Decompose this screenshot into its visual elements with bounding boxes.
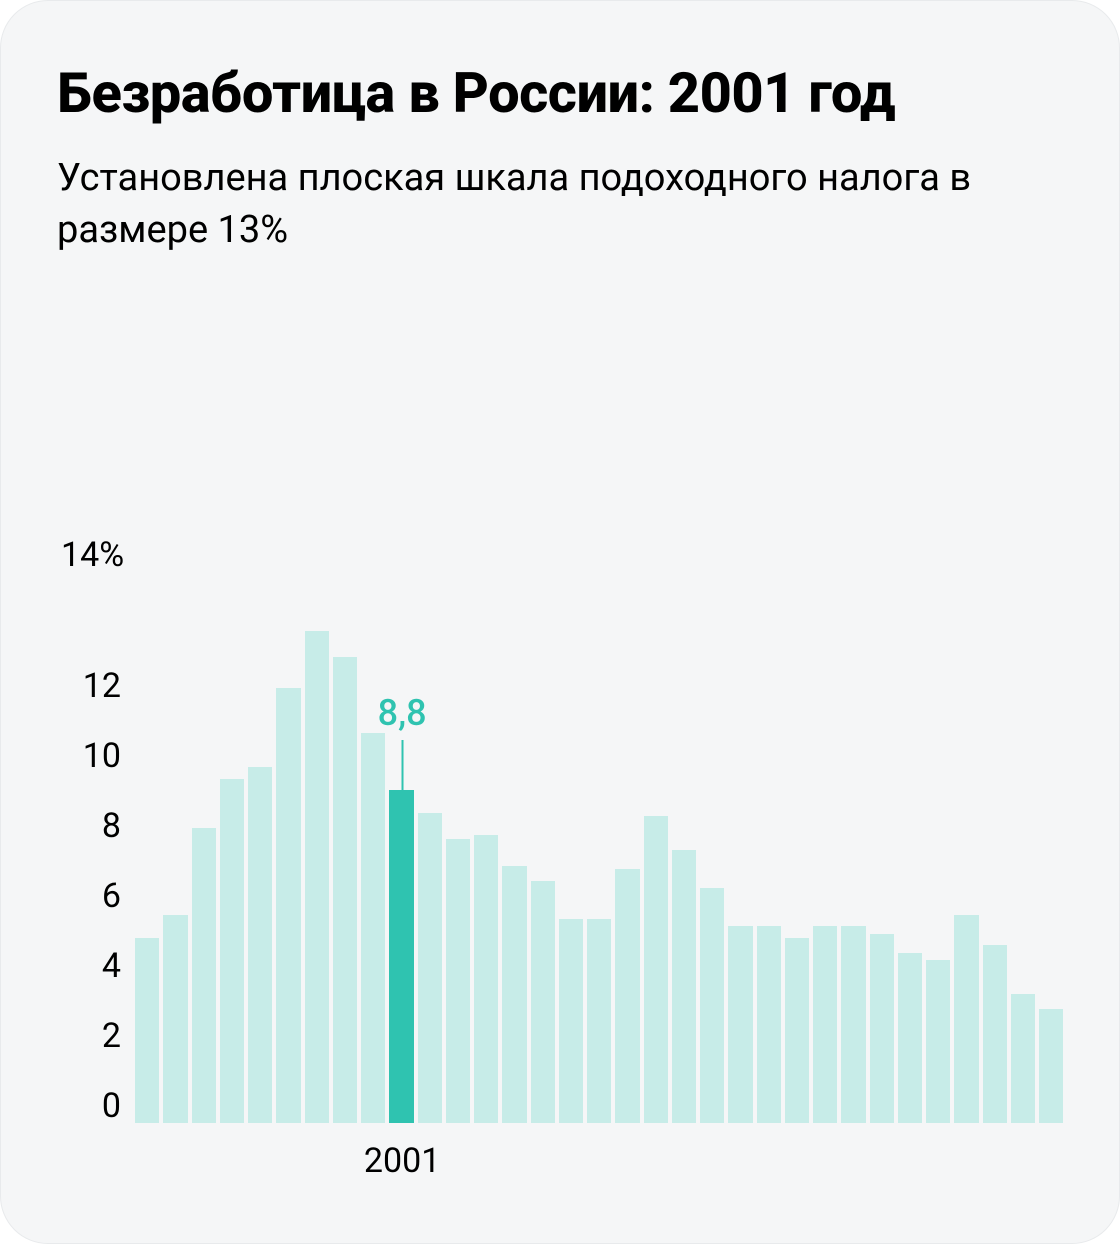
chart-bar (531, 881, 555, 1123)
callout-value: 8,8 (378, 692, 427, 734)
chart-bar (813, 926, 837, 1123)
chart-bar (587, 919, 611, 1123)
chart-bar (785, 938, 809, 1124)
chart-bar (192, 828, 216, 1123)
chart-bar (757, 926, 781, 1123)
chart-bar (559, 919, 583, 1123)
chart-bar (983, 945, 1007, 1123)
card-subtitle: Установлена плоская шкала подоходного на… (57, 153, 1063, 256)
chart-bar (870, 934, 894, 1123)
y-axis-tick: 0 (102, 1089, 121, 1123)
chart-bar (615, 869, 639, 1123)
y-axis-tick: 10 (83, 739, 121, 773)
chart-bar (672, 850, 696, 1123)
chart-bar (954, 915, 978, 1123)
y-axis: 12 10 8 6 4 2 0 (57, 593, 135, 1123)
callout-leader-line (401, 740, 403, 790)
chart-bars (135, 593, 1063, 1123)
chart-bar (502, 866, 526, 1123)
chart-bar (361, 733, 385, 1123)
chart-bar (728, 926, 752, 1123)
y-axis-max-label: 14% (57, 535, 1063, 575)
y-axis-tick: 4 (102, 949, 121, 983)
chart-bar (926, 960, 950, 1123)
chart-bar (446, 839, 470, 1123)
chart-bar (220, 779, 244, 1124)
x-axis-label: 2001 (364, 1141, 440, 1181)
x-axis: 2001 (135, 1135, 1063, 1183)
chart-bar (248, 767, 272, 1123)
chart-bar (305, 631, 329, 1123)
highlight-callout: 8,8 (378, 692, 427, 790)
card-title: Безработица в России: 2001 год (57, 61, 1063, 125)
chart-bar (700, 888, 724, 1123)
info-card: Безработица в России: 2001 год Установле… (0, 0, 1120, 1244)
chart-bar (276, 688, 300, 1123)
chart-bar (389, 790, 413, 1123)
chart-bar (333, 657, 357, 1123)
y-axis-tick: 8 (102, 809, 121, 843)
y-axis-tick: 2 (102, 1019, 121, 1053)
unemployment-chart: 14% 12 10 8 6 4 2 0 8,8 2001 (57, 535, 1063, 1183)
y-axis-tick: 12 (83, 669, 121, 703)
chart-plot-area: 8,8 (135, 593, 1063, 1123)
chart-bar (135, 938, 159, 1124)
chart-bar (1039, 1009, 1063, 1123)
chart-bar (841, 926, 865, 1123)
chart-bar (474, 835, 498, 1123)
chart-bar (163, 915, 187, 1123)
chart-bar (898, 953, 922, 1123)
chart-bar (1011, 994, 1035, 1123)
y-axis-tick: 6 (102, 879, 121, 913)
chart-bar (418, 813, 442, 1123)
chart-bar (644, 816, 668, 1123)
